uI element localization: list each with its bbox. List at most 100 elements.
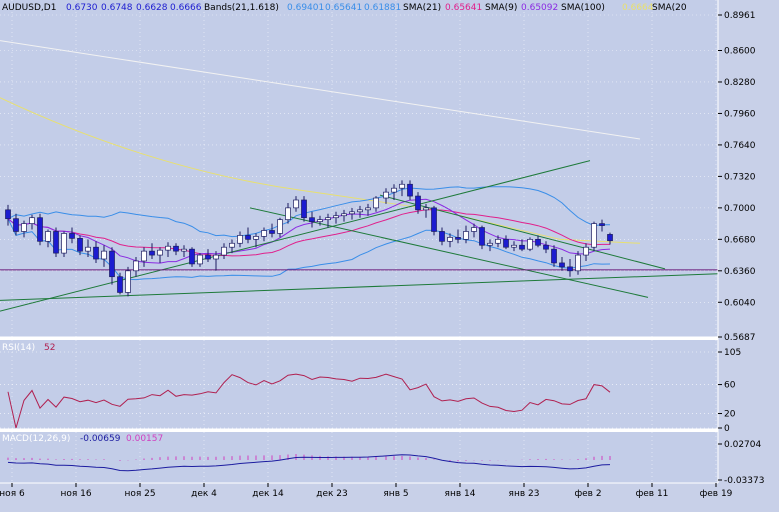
candle-down xyxy=(245,235,251,240)
rsi-axis-label: 105 xyxy=(724,348,741,358)
candle-down xyxy=(519,244,525,250)
trendline-up xyxy=(0,160,591,312)
candle-up xyxy=(487,242,493,246)
rsi-label: RSI(14) xyxy=(2,343,35,353)
sma21-label: SMA(21) xyxy=(403,3,441,13)
price-axis-label: 0.8961 xyxy=(724,11,756,21)
candle-up xyxy=(237,235,243,244)
candle-up xyxy=(357,209,363,213)
bands-lower-value: 0.61881 xyxy=(364,3,401,13)
price-axis-label: 0.7960 xyxy=(724,109,756,119)
candle-up xyxy=(221,246,227,256)
candle-down xyxy=(309,217,315,222)
bands-upper-value: 0.69401 xyxy=(287,3,324,13)
rsi-axis-label: 60 xyxy=(724,381,736,391)
candle-down xyxy=(53,231,59,254)
price-axis-label: 0.7320 xyxy=(724,172,756,182)
time-axis-label: янв 23 xyxy=(509,489,540,499)
price-axis-label: 0.7640 xyxy=(724,141,756,151)
candle-up xyxy=(197,254,203,265)
oscillators xyxy=(0,351,718,472)
ohlc-close: 0.6666 xyxy=(170,3,202,13)
candle-down xyxy=(439,231,445,242)
time-axis-label: фев 11 xyxy=(636,489,669,499)
trendline-support xyxy=(0,273,719,301)
candle-up xyxy=(325,217,331,221)
macd-axis-label: -0.03373 xyxy=(724,476,764,486)
header-legend: AUDUSD,D1 0.6730 0.6748 0.6628 0.6666 Ba… xyxy=(2,3,687,13)
candle-down xyxy=(455,237,461,240)
price-axis-area xyxy=(718,0,779,512)
candle-up xyxy=(277,219,283,234)
candle-up xyxy=(463,231,469,240)
candles xyxy=(5,180,613,297)
sma21-line xyxy=(7,209,610,257)
candle-up xyxy=(527,238,533,250)
candle-down xyxy=(189,248,195,265)
candle-down xyxy=(37,217,43,242)
rsi-panel xyxy=(0,340,718,429)
candle-down xyxy=(13,218,19,232)
candle-down xyxy=(269,230,275,234)
candle-up xyxy=(165,245,171,251)
candle-up xyxy=(45,231,51,242)
candle-down xyxy=(5,209,11,220)
time-axis-label: фев 19 xyxy=(700,489,733,499)
candle-up xyxy=(261,230,267,237)
macd-label: MACD(12,26,9) xyxy=(2,434,70,444)
candle-up xyxy=(399,183,405,189)
candle-up xyxy=(333,215,339,219)
band-upper-line xyxy=(7,186,610,238)
time-axis: ноя 6 ноя 16 ноя 25 дек 4 дек 14 дек 23 янв 5 я… xyxy=(0,483,733,499)
candle-down xyxy=(117,276,123,293)
bands-label: Bands(21,1.618) xyxy=(204,3,279,13)
band-lower-line xyxy=(7,218,611,281)
candle-down xyxy=(407,183,413,197)
candle-up xyxy=(575,254,581,272)
rsi-legend: RSI(14) 52 xyxy=(2,343,55,353)
candle-down xyxy=(599,223,605,226)
price-axis-label: 0.7000 xyxy=(724,204,756,214)
macd-value-1: -0.00659 xyxy=(80,434,121,444)
candle-up xyxy=(285,207,291,221)
candle-down xyxy=(479,227,485,246)
sma100-label: SMA(100) xyxy=(561,3,605,13)
price-axis-label: 0.6360 xyxy=(724,267,756,277)
time-axis-label: фев 2 xyxy=(574,489,601,499)
candle-up xyxy=(253,236,259,240)
candle-down xyxy=(69,233,75,239)
candle-down xyxy=(551,248,557,264)
time-axis-label: дек 23 xyxy=(316,489,348,499)
candle-down xyxy=(567,266,573,272)
candle-up xyxy=(229,242,235,248)
price-axis-label: 0.5687 xyxy=(724,333,756,343)
candle-up xyxy=(61,233,67,254)
candle-up xyxy=(391,187,397,193)
candle-up xyxy=(583,246,589,256)
price-axis-label: 0.6680 xyxy=(724,235,756,245)
candle-up xyxy=(141,250,147,262)
candle-up xyxy=(495,238,501,244)
candle-down xyxy=(149,250,155,256)
sma200-line xyxy=(0,40,641,140)
rsi-axis-label: 0 xyxy=(724,424,730,434)
time-axis-label: дек 4 xyxy=(191,489,217,499)
candle-up xyxy=(373,197,379,209)
candle-up xyxy=(21,223,27,232)
candle-down xyxy=(607,234,613,242)
macd-line xyxy=(7,454,611,472)
price-axis-label: 0.6040 xyxy=(724,298,756,308)
candle-up xyxy=(511,244,517,248)
ohlc-open: 0.6730 xyxy=(66,3,98,13)
ohlc-low: 0.6628 xyxy=(136,3,168,13)
time-axis-label: ноя 6 xyxy=(0,489,25,499)
candle-up xyxy=(341,213,347,217)
candle-up xyxy=(181,248,187,252)
candle-down xyxy=(301,199,307,219)
price-axis-label: 0.8600 xyxy=(724,47,756,57)
symbol-label: AUDUSD,D1 xyxy=(2,3,56,13)
time-axis-label: ноя 16 xyxy=(60,489,91,499)
candle-up xyxy=(101,250,107,260)
